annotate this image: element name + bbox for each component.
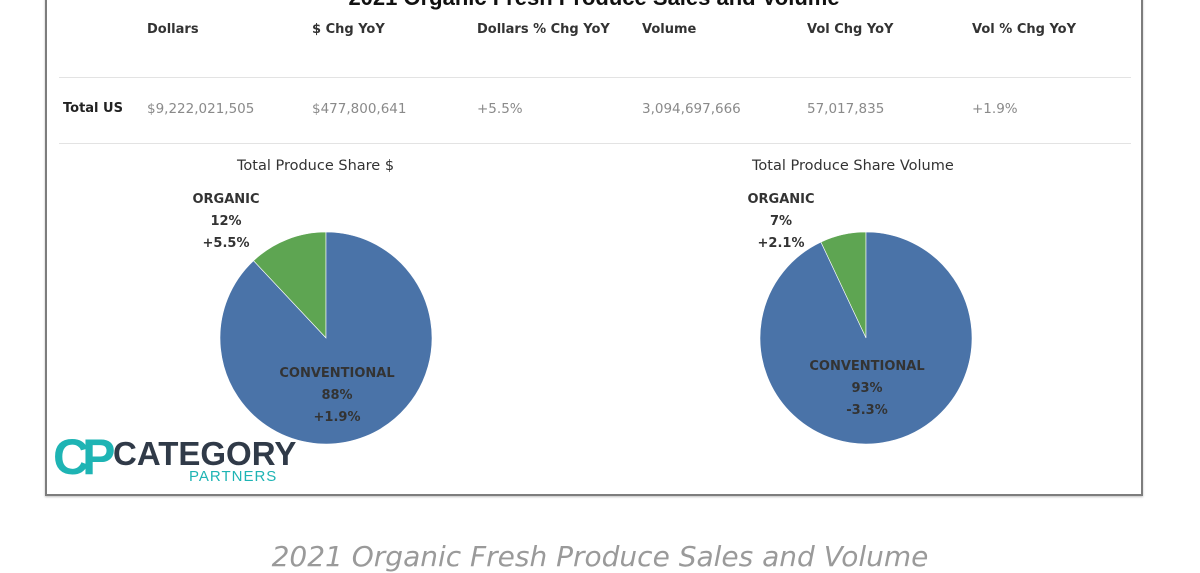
pie-volume-organic-name: ORGANIC [747,192,815,207]
pie-dollars-conventional-label: CONVENTIONAL 88% +1.9% [267,363,407,429]
logo-subtext: PARTNERS [189,468,278,485]
table-divider-bottom [59,143,1131,144]
pie-dollars-organic-share: 12% [210,214,242,229]
header-volume-change: Vol Chg YoY [807,22,894,37]
header-volume-pct-change: Vol % Chg YoY [972,22,1077,37]
pie-volume-conventional-share: 93% [851,381,883,396]
pie-volume-conventional-change: -3.3% [846,403,888,418]
header-dollar-change: $ Chg YoY [312,22,385,37]
pie-dollars-conventional-share: 88% [321,388,353,403]
cell-dollars: $9,222,021,505 [147,101,255,117]
image-caption: 2021 Organic Fresh Produce Sales and Vol… [271,540,929,573]
pie-chart-volume [759,231,973,445]
pie-dollars-organic-label: ORGANIC 12% +5.5% [185,189,267,255]
row-label-total-us: Total US [63,101,123,116]
pie-volume-title: Total Produce Share Volume [752,158,954,174]
category-partners-logo: CP CATEGORY PARTNERS [53,429,297,489]
cell-volume-pct-change: +1.9% [972,101,1018,117]
pie-dollars-conventional-change: +1.9% [313,410,361,425]
pie-volume-organic-label: ORGANIC 7% +2.1% [740,189,822,255]
logo-wordmark: CATEGORY [113,435,297,472]
pie-slice-conventional [219,231,433,445]
pie-slice-organic [253,231,327,339]
pie-volume-conventional-label: CONVENTIONAL 93% -3.3% [797,356,937,422]
pie-dollars-organic-name: ORGANIC [192,192,260,207]
header-dollar-pct-change: Dollars % Chg YoY [477,22,610,37]
pie-volume-organic-change: +2.1% [757,236,805,251]
pie-volume-organic-share: 7% [769,214,793,229]
logo-cp-mark: CP [53,429,116,485]
pie-chart-dollars [219,231,433,445]
pie-dollars-conventional-name: CONVENTIONAL [279,366,395,381]
cell-volume: 3,094,697,666 [642,101,741,117]
header-dollars: Dollars [147,22,199,37]
report-title: 2021 Organic Fresh Produce Sales and Vol… [47,0,1141,11]
pie-volume-conventional-name: CONVENTIONAL [809,359,925,374]
pie-dollars-title: Total Produce Share $ [237,158,395,174]
pie-dollars-organic-change: +5.5% [202,236,250,251]
pie-slice-conventional [759,231,973,445]
report-panel: 2021 Organic Fresh Produce Sales and Vol… [45,0,1143,496]
header-volume: Volume [642,22,697,37]
cell-volume-change: 57,017,835 [807,101,885,117]
table-divider-top [59,77,1131,78]
cell-dollar-change: $477,800,641 [312,101,407,117]
cell-dollar-pct-change: +5.5% [477,101,523,117]
